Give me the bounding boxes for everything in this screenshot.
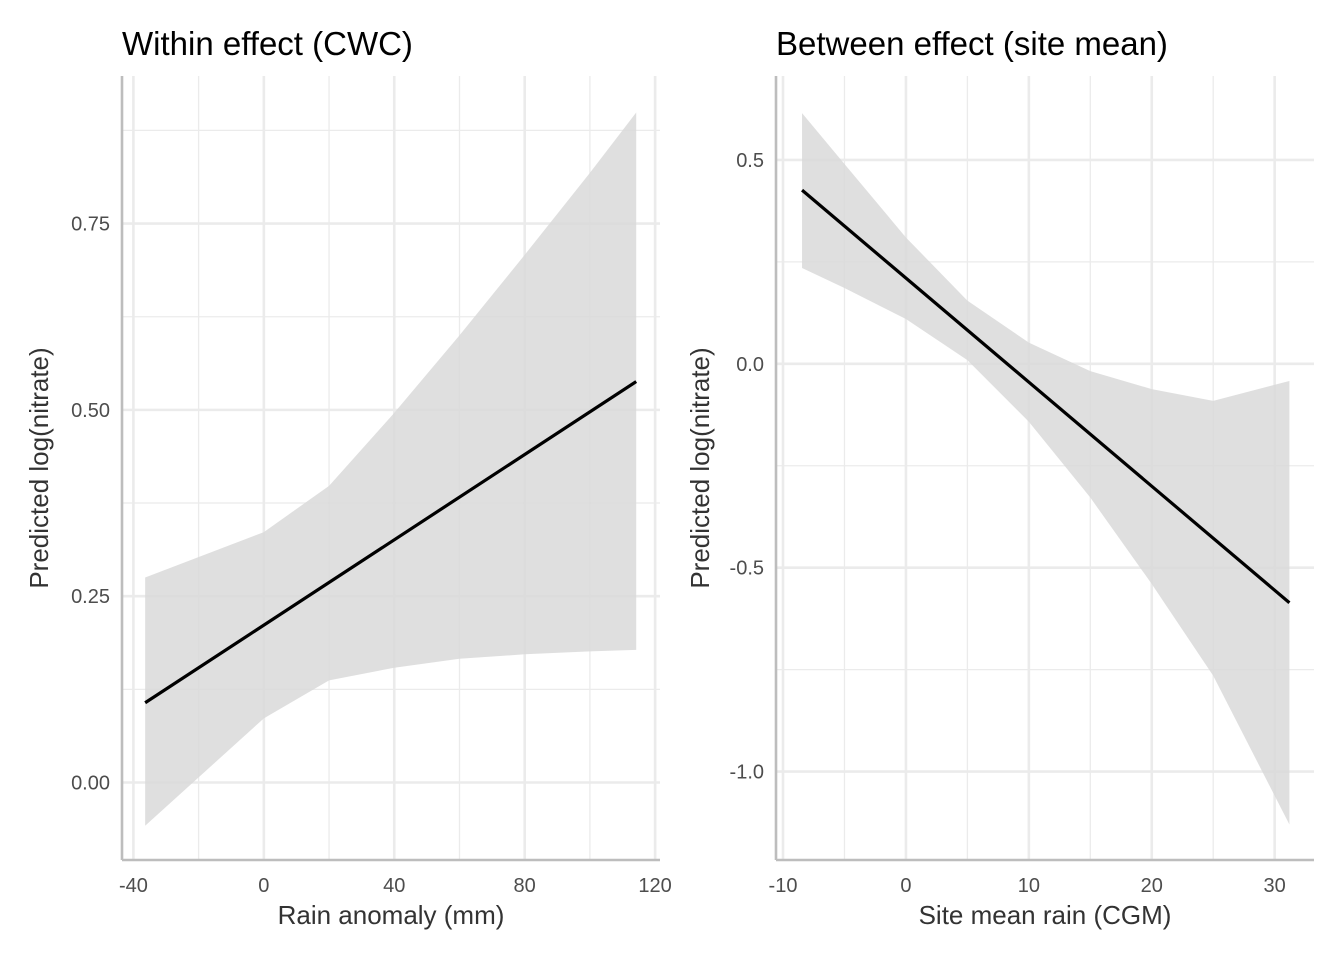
x-tick-label: 40 [383,875,405,897]
axes [774,76,1314,862]
y-tick-label: -1.0 [730,762,764,784]
panel-between-effect: Between effect (site mean) Site mean rai… [685,25,1314,930]
y-tick-label: 0.00 [71,772,110,794]
y-tick-label: 0.75 [71,214,110,236]
x-tick-labels: -10 0 10 20 30 [769,875,1286,897]
y-tick-label: 0.50 [71,400,110,422]
x-axis-label: Rain anomaly (mm) [278,900,505,930]
axes [120,76,660,862]
x-tick-labels: -40 0 40 80 120 [119,875,672,897]
x-tick-label: 10 [1018,875,1040,897]
x-tick-label: -40 [119,875,148,897]
x-tick-label: -10 [769,875,798,897]
grid-major [122,76,660,860]
y-axis-label: Predicted log(nitrate) [24,347,54,588]
x-axis-label: Site mean rain (CGM) [919,900,1172,930]
confidence-band-layer [145,112,637,826]
confidence-band [145,112,637,826]
panel-within-effect: Within effect (CWC) Rain anomaly (mm) Pr… [24,25,672,930]
fit-line-layer [144,380,638,705]
x-tick-label: 80 [514,875,536,897]
y-tick-label: -0.5 [730,558,764,580]
x-tick-label: 0 [900,875,911,897]
y-tick-labels: -1.0 -0.5 0.0 0.5 [730,150,764,784]
y-tick-label: 0.5 [736,150,764,172]
x-tick-label: 20 [1141,875,1163,897]
fit-line [144,380,638,705]
x-tick-label: 120 [638,875,671,897]
fit-line [801,188,1291,604]
panel-title: Between effect (site mean) [776,25,1168,62]
confidence-band [802,113,1290,825]
x-tick-label: 0 [258,875,269,897]
y-tick-labels: 0.00 0.25 0.50 0.75 [71,214,110,795]
y-tick-label: 0.0 [736,354,764,376]
y-tick-label: 0.25 [71,586,110,608]
confidence-band-layer [802,113,1290,825]
x-tick-label: 30 [1264,875,1286,897]
fit-line-layer [801,188,1291,604]
panel-title: Within effect (CWC) [122,25,413,62]
y-axis-label: Predicted log(nitrate) [685,347,715,588]
